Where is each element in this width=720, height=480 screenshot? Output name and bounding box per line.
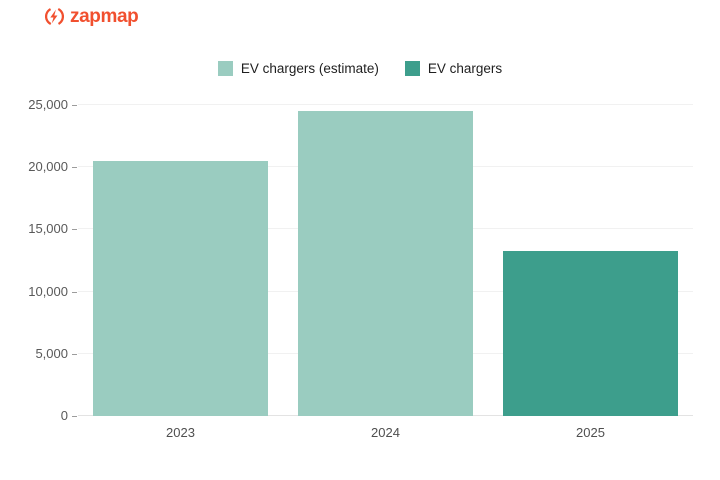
y-tick-label: 15,000 xyxy=(28,221,68,237)
zapmap-logo: zapmap xyxy=(44,5,139,27)
y-tick-label: 20,000 xyxy=(28,159,68,175)
x-tick-label: 2023 xyxy=(166,425,195,440)
legend-label: EV chargers (estimate) xyxy=(240,61,379,76)
brand-name: zapmap xyxy=(70,5,139,27)
y-tick-mark xyxy=(72,353,77,355)
legend-item-0: EV chargers (estimate) xyxy=(217,61,379,76)
x-tick-label: 2025 xyxy=(576,425,605,440)
plot-area xyxy=(78,104,693,416)
x-tick-label: 2024 xyxy=(371,425,400,440)
bar-2023 xyxy=(93,160,268,416)
legend-item-1: EV chargers xyxy=(404,61,503,76)
y-tick-mark xyxy=(72,416,77,417)
bar-2025 xyxy=(503,250,678,416)
y-tick-mark xyxy=(72,105,77,106)
y-tick-mark xyxy=(72,291,77,293)
legend-label: EV chargers xyxy=(427,61,503,76)
legend-swatch xyxy=(217,61,233,76)
y-tick-label: 0 xyxy=(60,408,68,423)
y-tick-mark xyxy=(72,167,77,169)
bar-2024 xyxy=(298,111,473,416)
x-axis: 2023 2024 2025 xyxy=(78,425,693,440)
y-tick-mark xyxy=(72,229,77,231)
y-tick-label: 25,000 xyxy=(28,97,68,112)
zap-bolt-icon xyxy=(44,6,65,27)
legend-swatch xyxy=(404,61,420,76)
y-tick-label: 5,000 xyxy=(35,345,68,361)
y-tick-label: 10,000 xyxy=(28,283,68,299)
chart-legend: EV chargers (estimate) EV chargers xyxy=(0,61,720,76)
gridline xyxy=(78,104,693,105)
